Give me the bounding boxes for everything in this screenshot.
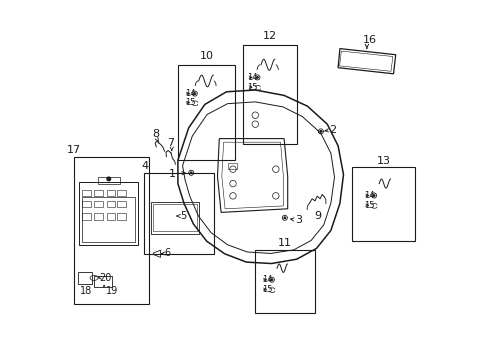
Bar xyxy=(143,173,213,254)
Bar xyxy=(106,213,115,220)
Text: 7: 7 xyxy=(167,138,174,148)
Text: 6: 6 xyxy=(164,248,170,258)
Bar xyxy=(106,190,115,196)
Bar xyxy=(98,177,120,184)
Text: 1: 1 xyxy=(168,168,175,179)
Bar xyxy=(94,213,102,220)
Text: 14: 14 xyxy=(363,191,374,200)
Text: 20: 20 xyxy=(99,273,112,283)
Circle shape xyxy=(373,195,374,196)
Bar xyxy=(73,157,149,304)
Text: 5: 5 xyxy=(180,211,186,221)
Bar xyxy=(81,197,135,242)
Text: 18: 18 xyxy=(80,286,92,296)
Text: 12: 12 xyxy=(262,31,276,41)
Bar xyxy=(106,201,115,207)
Bar xyxy=(117,213,126,220)
Bar xyxy=(151,202,199,234)
Circle shape xyxy=(284,217,285,219)
Circle shape xyxy=(107,177,110,181)
Bar xyxy=(79,182,138,245)
Bar xyxy=(82,190,91,196)
Text: 14: 14 xyxy=(261,275,272,284)
Circle shape xyxy=(320,131,321,132)
Text: 10: 10 xyxy=(199,51,213,61)
Circle shape xyxy=(194,93,195,94)
Bar xyxy=(153,204,197,231)
Bar xyxy=(82,213,91,220)
Bar xyxy=(228,163,237,169)
Text: 17: 17 xyxy=(66,145,81,155)
Bar xyxy=(117,201,126,207)
Text: 11: 11 xyxy=(277,238,291,248)
Text: 13: 13 xyxy=(376,156,390,166)
Bar xyxy=(94,276,112,287)
Text: 15: 15 xyxy=(363,201,374,210)
Text: 15: 15 xyxy=(184,98,195,107)
Text: 16: 16 xyxy=(362,35,376,45)
Circle shape xyxy=(270,279,272,280)
Text: 8: 8 xyxy=(152,129,159,139)
Circle shape xyxy=(190,172,192,174)
Text: 14: 14 xyxy=(247,73,257,82)
Bar xyxy=(255,250,314,313)
Bar xyxy=(94,190,102,196)
Text: 15: 15 xyxy=(247,83,257,92)
Bar xyxy=(117,190,126,196)
Text: 15: 15 xyxy=(261,285,272,294)
Bar xyxy=(82,201,91,207)
Text: 4: 4 xyxy=(142,161,149,171)
Text: 3: 3 xyxy=(295,215,302,225)
Text: 2: 2 xyxy=(329,125,336,135)
Circle shape xyxy=(256,77,258,78)
Bar xyxy=(352,167,415,241)
Bar xyxy=(178,65,235,160)
Text: 9: 9 xyxy=(314,211,321,221)
Text: 14: 14 xyxy=(184,89,195,98)
Bar xyxy=(242,45,296,144)
Text: 19: 19 xyxy=(106,286,118,296)
Bar xyxy=(94,201,102,207)
Bar xyxy=(78,272,92,284)
